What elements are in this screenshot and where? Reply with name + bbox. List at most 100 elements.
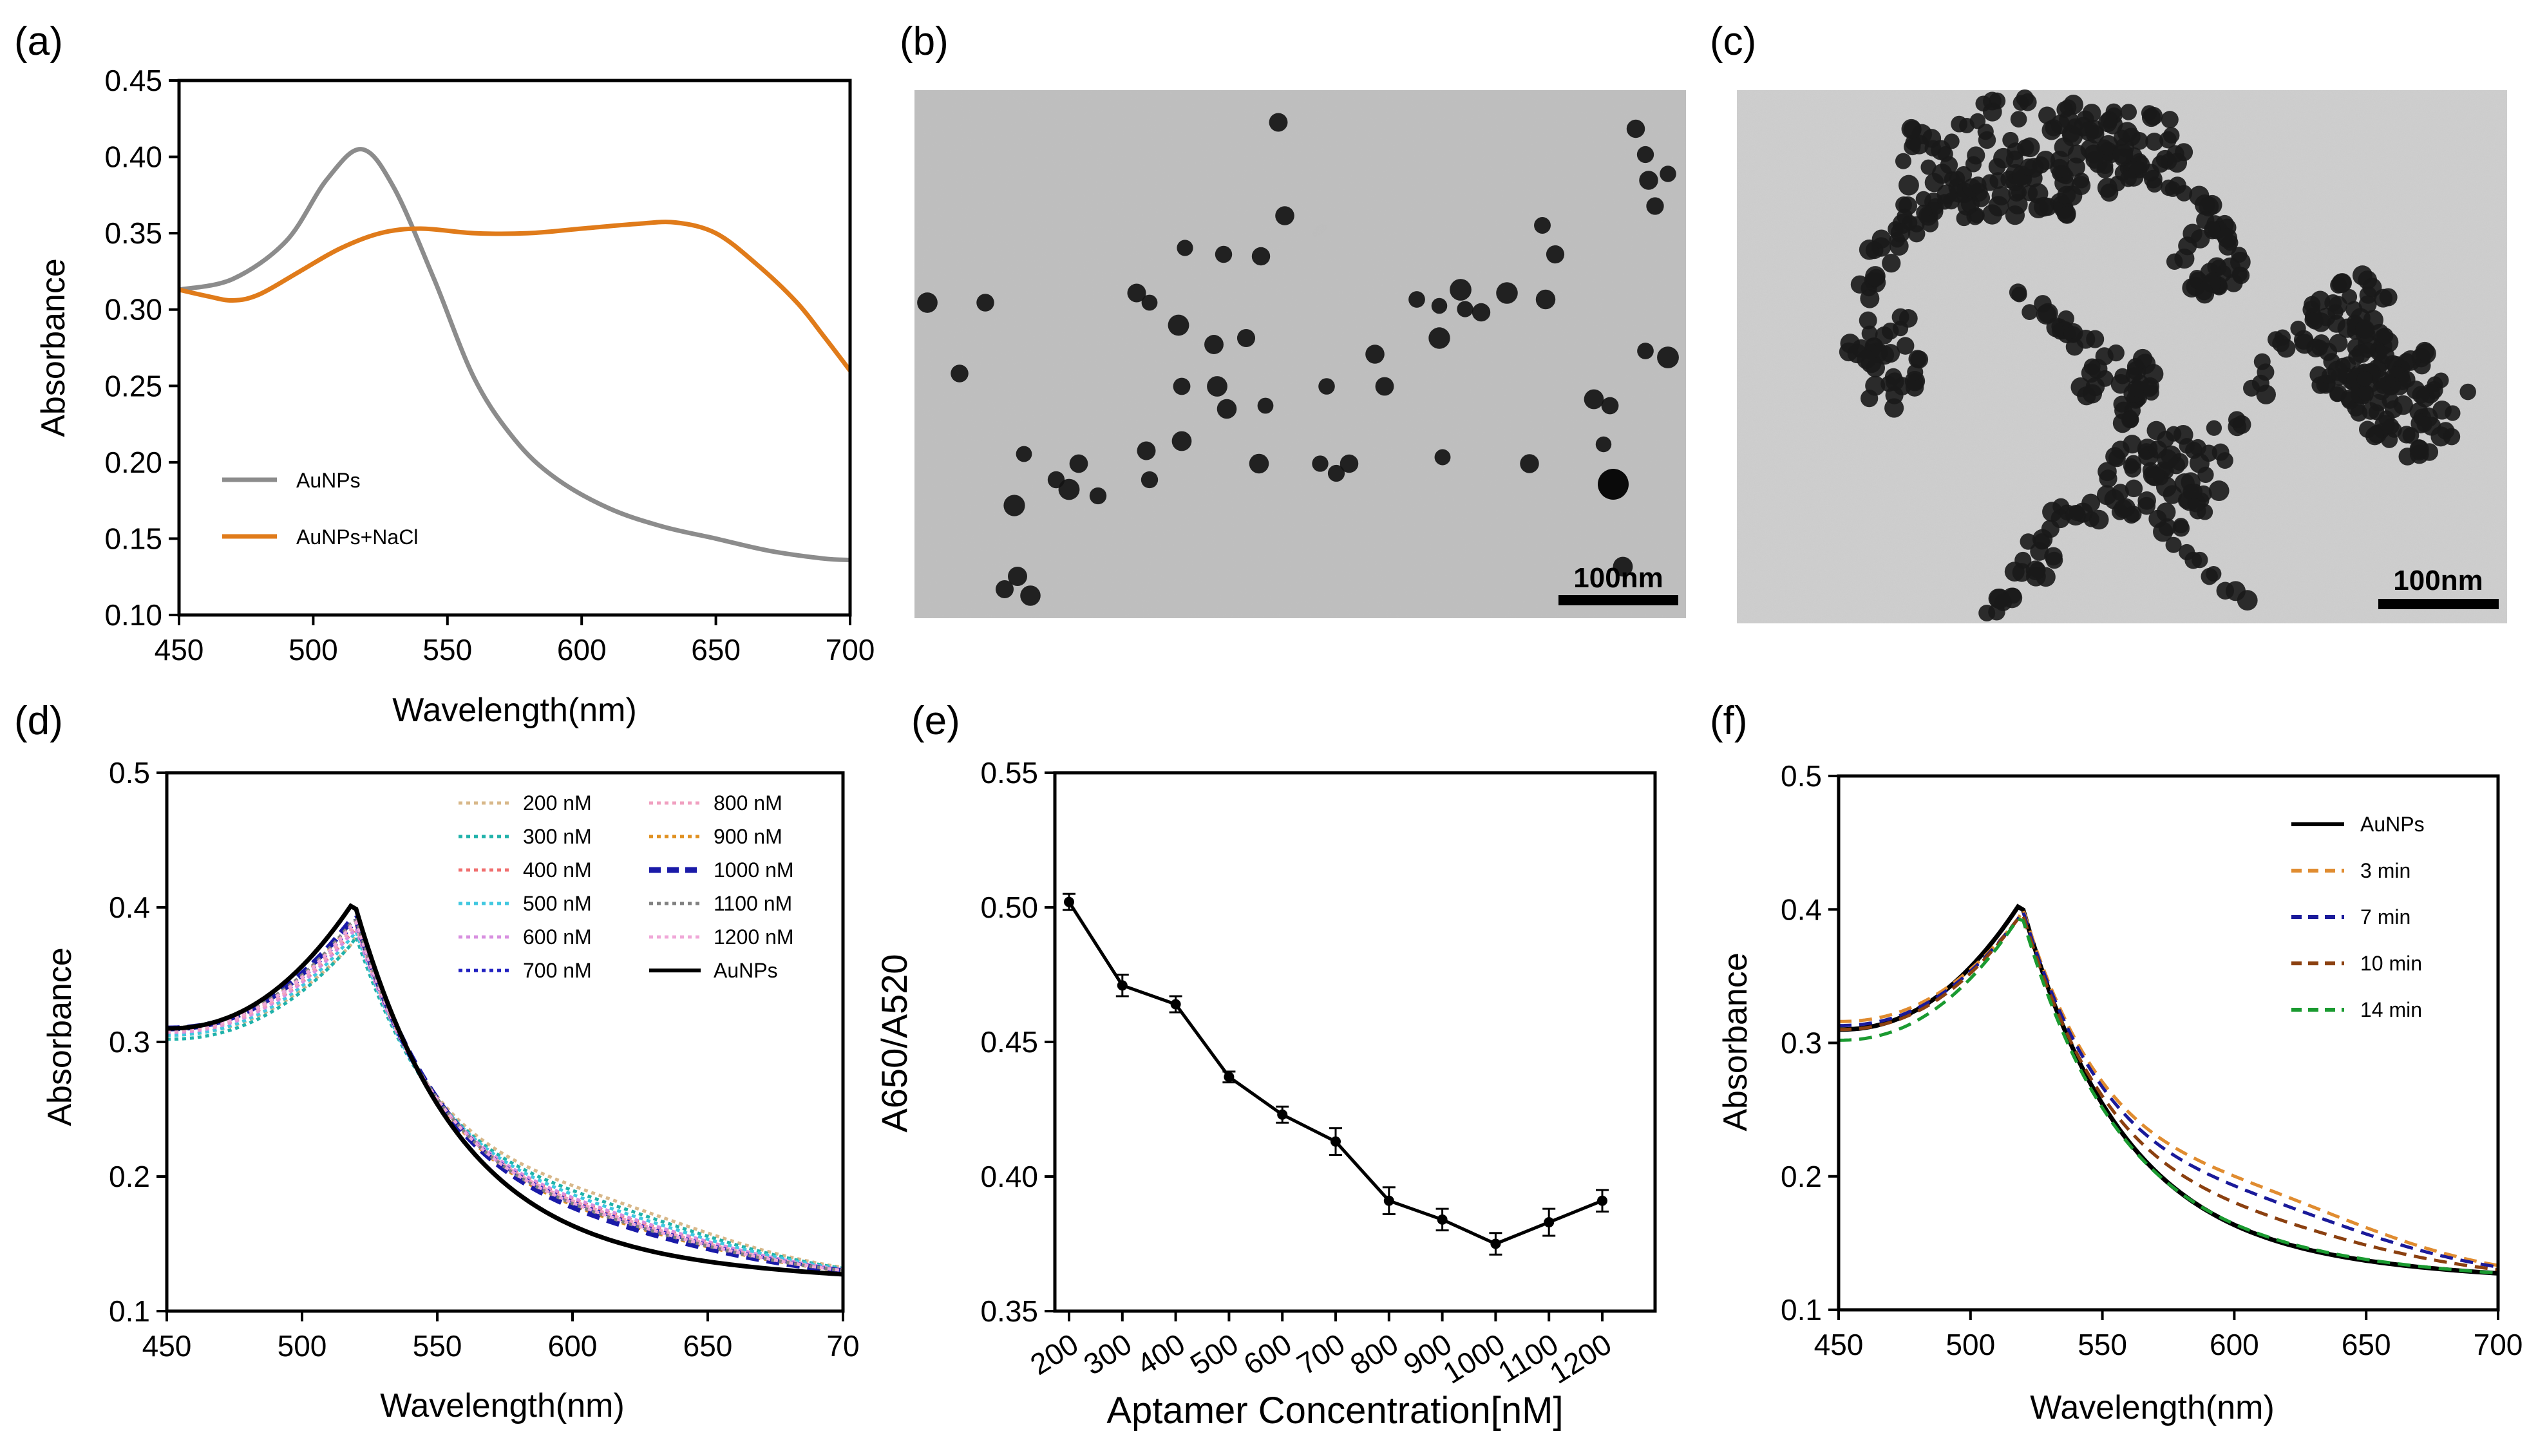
nanoparticle xyxy=(1861,389,1879,408)
nanoparticle xyxy=(2201,567,2218,585)
nanoparticle xyxy=(2020,158,2038,176)
nanoparticle xyxy=(2327,361,2348,381)
nanoparticle xyxy=(2443,428,2461,446)
nanoparticle xyxy=(2204,221,2221,238)
nanoparticle xyxy=(2331,273,2352,294)
nanoparticle xyxy=(2359,421,2376,439)
x-tick-label: 300 xyxy=(1077,1327,1137,1381)
nanoparticle xyxy=(2211,443,2230,461)
y-tick-label: 0.35 xyxy=(104,216,162,250)
nanoparticle xyxy=(1861,325,1878,342)
y-tick-label: 0.4 xyxy=(1781,893,1822,926)
y-tick-label: 0.55 xyxy=(980,756,1038,789)
nanoparticle xyxy=(2010,111,2027,128)
data-point xyxy=(1383,1195,1394,1206)
legend-label: 1200 nM xyxy=(714,925,794,949)
nanoparticle xyxy=(2113,129,2130,146)
nanoparticle xyxy=(2022,304,2038,320)
nanoparticle xyxy=(1003,495,1025,516)
y-tick-label: 0.4 xyxy=(109,891,150,924)
nanoparticle xyxy=(2105,447,2125,466)
nanoparticle xyxy=(2329,334,2348,353)
y-tick-label: 0.1 xyxy=(1781,1293,1822,1327)
legend-label: AuNPs xyxy=(296,469,361,492)
nanoparticle xyxy=(1141,294,1158,311)
nanoparticle xyxy=(2085,124,2105,144)
nanoparticle xyxy=(1896,337,1915,355)
chart-panel-d: 0.1 0.2 0.3 0.4 0.5 450 500 550 600 650 70 200 nM 3… xyxy=(41,756,860,1424)
x-tick-label: 500 xyxy=(289,633,338,667)
nanoparticle xyxy=(1975,95,1992,112)
nanoparticle xyxy=(1535,289,1556,310)
nanoparticle xyxy=(2144,106,2163,126)
nanoparticle xyxy=(1520,454,1539,473)
nanoparticle xyxy=(2086,330,2105,348)
nanoparticle xyxy=(2306,312,2324,330)
nanoparticle xyxy=(2058,206,2076,224)
series-line-aunps-nacl xyxy=(179,220,850,372)
series-line-aunps xyxy=(167,903,843,1277)
nanoparticle xyxy=(2172,519,2190,537)
nanoparticle xyxy=(1908,225,1926,243)
nanoparticle xyxy=(1885,372,1904,392)
nanoparticle xyxy=(1657,346,1679,368)
nanoparticle xyxy=(1251,247,1271,266)
data-point xyxy=(1490,1238,1501,1249)
series-line-10-min xyxy=(1839,913,2498,1272)
nanoparticle xyxy=(2362,402,2380,420)
nanoparticle xyxy=(2409,444,2429,464)
x-tick-label: 800 xyxy=(1344,1327,1404,1381)
x-tick-label: 1200 xyxy=(1544,1327,1617,1390)
nanoparticle xyxy=(1898,175,1919,196)
y-tick-label: 0.35 xyxy=(980,1294,1038,1328)
legend-label: AuNPs xyxy=(714,959,778,982)
nanoparticle xyxy=(1895,153,1911,169)
nanoparticle xyxy=(1069,454,1088,473)
nanoparticle xyxy=(1898,196,1918,216)
data-point xyxy=(1064,896,1074,907)
x-tick-label: 450 xyxy=(1814,1328,1864,1361)
nanoparticle xyxy=(1269,113,1288,132)
nanoparticle xyxy=(2050,158,2069,178)
nanoparticle xyxy=(1375,377,1394,396)
y-tick-label: 0.45 xyxy=(980,1025,1038,1059)
nanoparticle xyxy=(951,364,969,383)
nanoparticle xyxy=(2186,483,2203,500)
series-line-1000-nm xyxy=(167,914,843,1274)
data-point xyxy=(1331,1136,1341,1147)
panel-f-xlabel: Wavelength(nm) xyxy=(2030,1389,2275,1426)
panel-label-d: (d) xyxy=(14,699,63,743)
y-tick-label: 0.2 xyxy=(109,1160,150,1193)
legend-label: 800 nM xyxy=(714,791,782,815)
nanoparticle xyxy=(1431,298,1448,314)
nanoparticle xyxy=(2119,170,2137,187)
y-tick-label: 0.30 xyxy=(104,293,162,326)
panel-d-ylabel: Absorbance xyxy=(41,947,79,1126)
series-line-aunps xyxy=(179,147,850,563)
nanoparticle xyxy=(2251,374,2269,392)
nanoparticle xyxy=(917,292,938,313)
nanoparticle xyxy=(1207,376,1227,397)
nanoparticle xyxy=(1340,454,1359,473)
nanoparticle xyxy=(2355,319,2375,339)
nanoparticle xyxy=(1089,487,1107,505)
nanoparticle xyxy=(2132,348,2153,369)
nanoparticle xyxy=(1496,282,1518,304)
nanoparticle xyxy=(1141,471,1159,489)
nanoparticle xyxy=(1920,159,1937,175)
nanoparticle xyxy=(2309,366,2327,384)
x-tick-label: 600 xyxy=(557,633,607,667)
nanoparticle xyxy=(2416,416,2432,433)
nanoparticle xyxy=(1177,240,1193,256)
nanoparticle xyxy=(1168,314,1189,336)
chart-panel-a: 0.10 0.15 0.20 0.25 0.30 0.35 0.40 0.45 450 500 55… xyxy=(35,64,875,729)
x-tick-label: 550 xyxy=(422,633,472,667)
panel-label-e: (e) xyxy=(911,699,960,743)
nanoparticle xyxy=(2347,399,2365,417)
nanoparticle xyxy=(2143,384,2159,401)
series-line-1100-nm xyxy=(167,917,843,1272)
nanoparticle xyxy=(1646,197,1664,215)
nanoparticle xyxy=(2057,185,2076,205)
nanoparticle xyxy=(1860,288,1880,308)
